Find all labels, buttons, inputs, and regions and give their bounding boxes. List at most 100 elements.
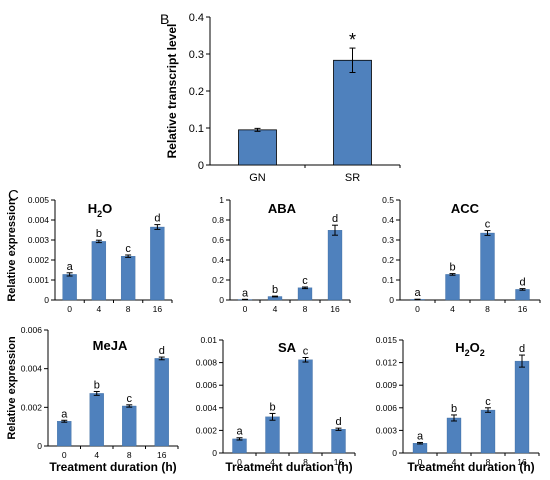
h2o-y-tick-label: 0.002	[28, 255, 50, 265]
panel-label-b: B	[160, 11, 169, 27]
sa-y-tick-label: 0.008	[196, 358, 218, 368]
b-x-tick-label: GN	[249, 172, 266, 184]
h2o2-x-tick-label: 8	[486, 457, 491, 467]
sa-significance-label: a	[236, 426, 243, 438]
h2o-significance-label: a	[67, 261, 74, 273]
acc-x-tick-label: 8	[485, 304, 490, 314]
b-y-tick-label: 0.3	[189, 49, 204, 61]
aba-y-tick-label: 0.4	[212, 255, 224, 265]
h2o-y-axis-label: Relative expression	[6, 198, 18, 302]
meja-bar	[122, 405, 137, 447]
h2o-bar	[150, 226, 165, 301]
h2o-x-tick-label: 0	[67, 304, 72, 314]
sa-y-tick-label: 0.002	[196, 425, 218, 435]
meja-y-tick-label: 0	[37, 441, 42, 451]
acc-bar	[445, 274, 460, 301]
sa-x-tick-label: 0	[237, 457, 242, 467]
acc-y-tick-label: 0.5	[382, 195, 394, 205]
b-y-axis-label: Relative transcript level	[165, 24, 179, 159]
b-x-tick-label: SR	[345, 172, 360, 184]
b-bar	[333, 59, 372, 166]
h2o-title: H2O	[88, 201, 113, 219]
aba-y-tick-label: 1	[219, 195, 224, 205]
h2o-significance-label: d	[154, 213, 160, 225]
meja-bar	[154, 358, 169, 447]
sa-bar	[298, 359, 313, 454]
h2o-y-tick-label: 0.005	[28, 195, 50, 205]
meja-y-tick-label: 0.002	[21, 402, 43, 412]
b-y-tick-label: 0.2	[189, 86, 204, 98]
sa-x-tick-label: 4	[270, 457, 275, 467]
h2o-x-tick-label: 8	[126, 304, 131, 314]
sa-y-tick-label: 0.006	[196, 380, 218, 390]
sa-bar	[265, 416, 280, 454]
aba-title: ABA	[268, 201, 297, 216]
sa-significance-label: d	[335, 416, 341, 428]
sa-significance-label: b	[269, 401, 275, 413]
sa-x-tick-label: 8	[303, 457, 308, 467]
h2o-bar	[91, 241, 107, 301]
aba-x-tick-label: 8	[303, 304, 308, 314]
h2o-x-tick-label: 16	[153, 304, 163, 314]
acc-bar	[515, 289, 530, 301]
sa-bar	[331, 429, 346, 454]
acc-x-tick-label: 4	[450, 304, 455, 314]
aba-y-tick-label: 0.8	[212, 215, 224, 225]
acc-significance-label: b	[449, 262, 455, 274]
h2o2-significance-label: c	[485, 396, 491, 408]
h2o-significance-label: c	[125, 243, 131, 255]
aba-x-tick-label: 16	[330, 304, 340, 314]
meja-title: MeJA	[93, 338, 128, 353]
b-significance-label: *	[349, 30, 356, 50]
h2o2-x-tick-label: 4	[452, 457, 457, 467]
acc-title: ACC	[451, 201, 480, 216]
meja-x-tick-label: 16	[157, 450, 167, 460]
h2o2-title: H2O2	[455, 340, 485, 358]
sa-x-axis-label: Treatment duration (h)	[225, 460, 352, 474]
aba-bar	[327, 230, 343, 301]
meja-bar	[89, 393, 104, 447]
b-y-tick-label: 0.4	[189, 12, 204, 24]
sa-significance-label: c	[303, 346, 309, 358]
meja-x-tick-label: 4	[94, 450, 99, 460]
sa-y-tick-label: 0.01	[200, 335, 217, 345]
sa-title: SA	[278, 340, 297, 355]
meja-bar	[57, 421, 72, 447]
h2o2-y-tick-label: 0.015	[376, 335, 398, 345]
aba-significance-label: b	[272, 284, 278, 296]
meja-y-axis-label: Relative expression	[6, 336, 18, 440]
acc-y-tick-label: 0.2	[382, 255, 394, 265]
aba-significance-label: a	[242, 287, 249, 299]
h2o2-y-tick-label: 0.012	[376, 358, 398, 368]
b-y-tick-label: 0	[198, 160, 204, 172]
h2o2-x-tick-label: 16	[517, 457, 527, 467]
acc-y-tick-label: 0.3	[382, 235, 394, 245]
acc-y-tick-label: 0.4	[382, 215, 394, 225]
b-y-tick-label: 0.1	[189, 123, 204, 135]
h2o2-significance-label: a	[417, 430, 424, 442]
h2o-y-tick-label: 0.003	[28, 235, 50, 245]
h2o2-significance-label: d	[519, 343, 525, 355]
acc-y-tick-label: 0.1	[382, 275, 394, 285]
h2o2-y-tick-label: 0.003	[376, 425, 398, 435]
aba-y-tick-label: 0.6	[212, 235, 224, 245]
acc-significance-label: a	[414, 287, 421, 299]
panel-label-c: C	[8, 187, 19, 204]
b-bar	[238, 129, 277, 166]
meja-significance-label: b	[94, 379, 100, 391]
acc-x-tick-label: 16	[518, 304, 528, 314]
meja-x-tick-label: 0	[62, 450, 67, 460]
h2o2-y-tick-label: 0.006	[376, 403, 398, 413]
h2o2-y-tick-label: 0.009	[376, 380, 398, 390]
aba-y-tick-label: 0	[219, 295, 224, 305]
acc-significance-label: d	[519, 277, 525, 289]
h2o2-bar	[480, 409, 496, 454]
aba-significance-label: d	[332, 213, 338, 225]
h2o2-y-tick-label: 0	[392, 448, 397, 458]
sa-y-tick-label: 0	[212, 448, 217, 458]
h2o2-x-axis-label: Treatment duration (h)	[407, 460, 534, 474]
h2o-x-tick-label: 4	[97, 304, 102, 314]
h2o-bar	[120, 256, 136, 301]
h2o2-bar	[446, 417, 462, 454]
